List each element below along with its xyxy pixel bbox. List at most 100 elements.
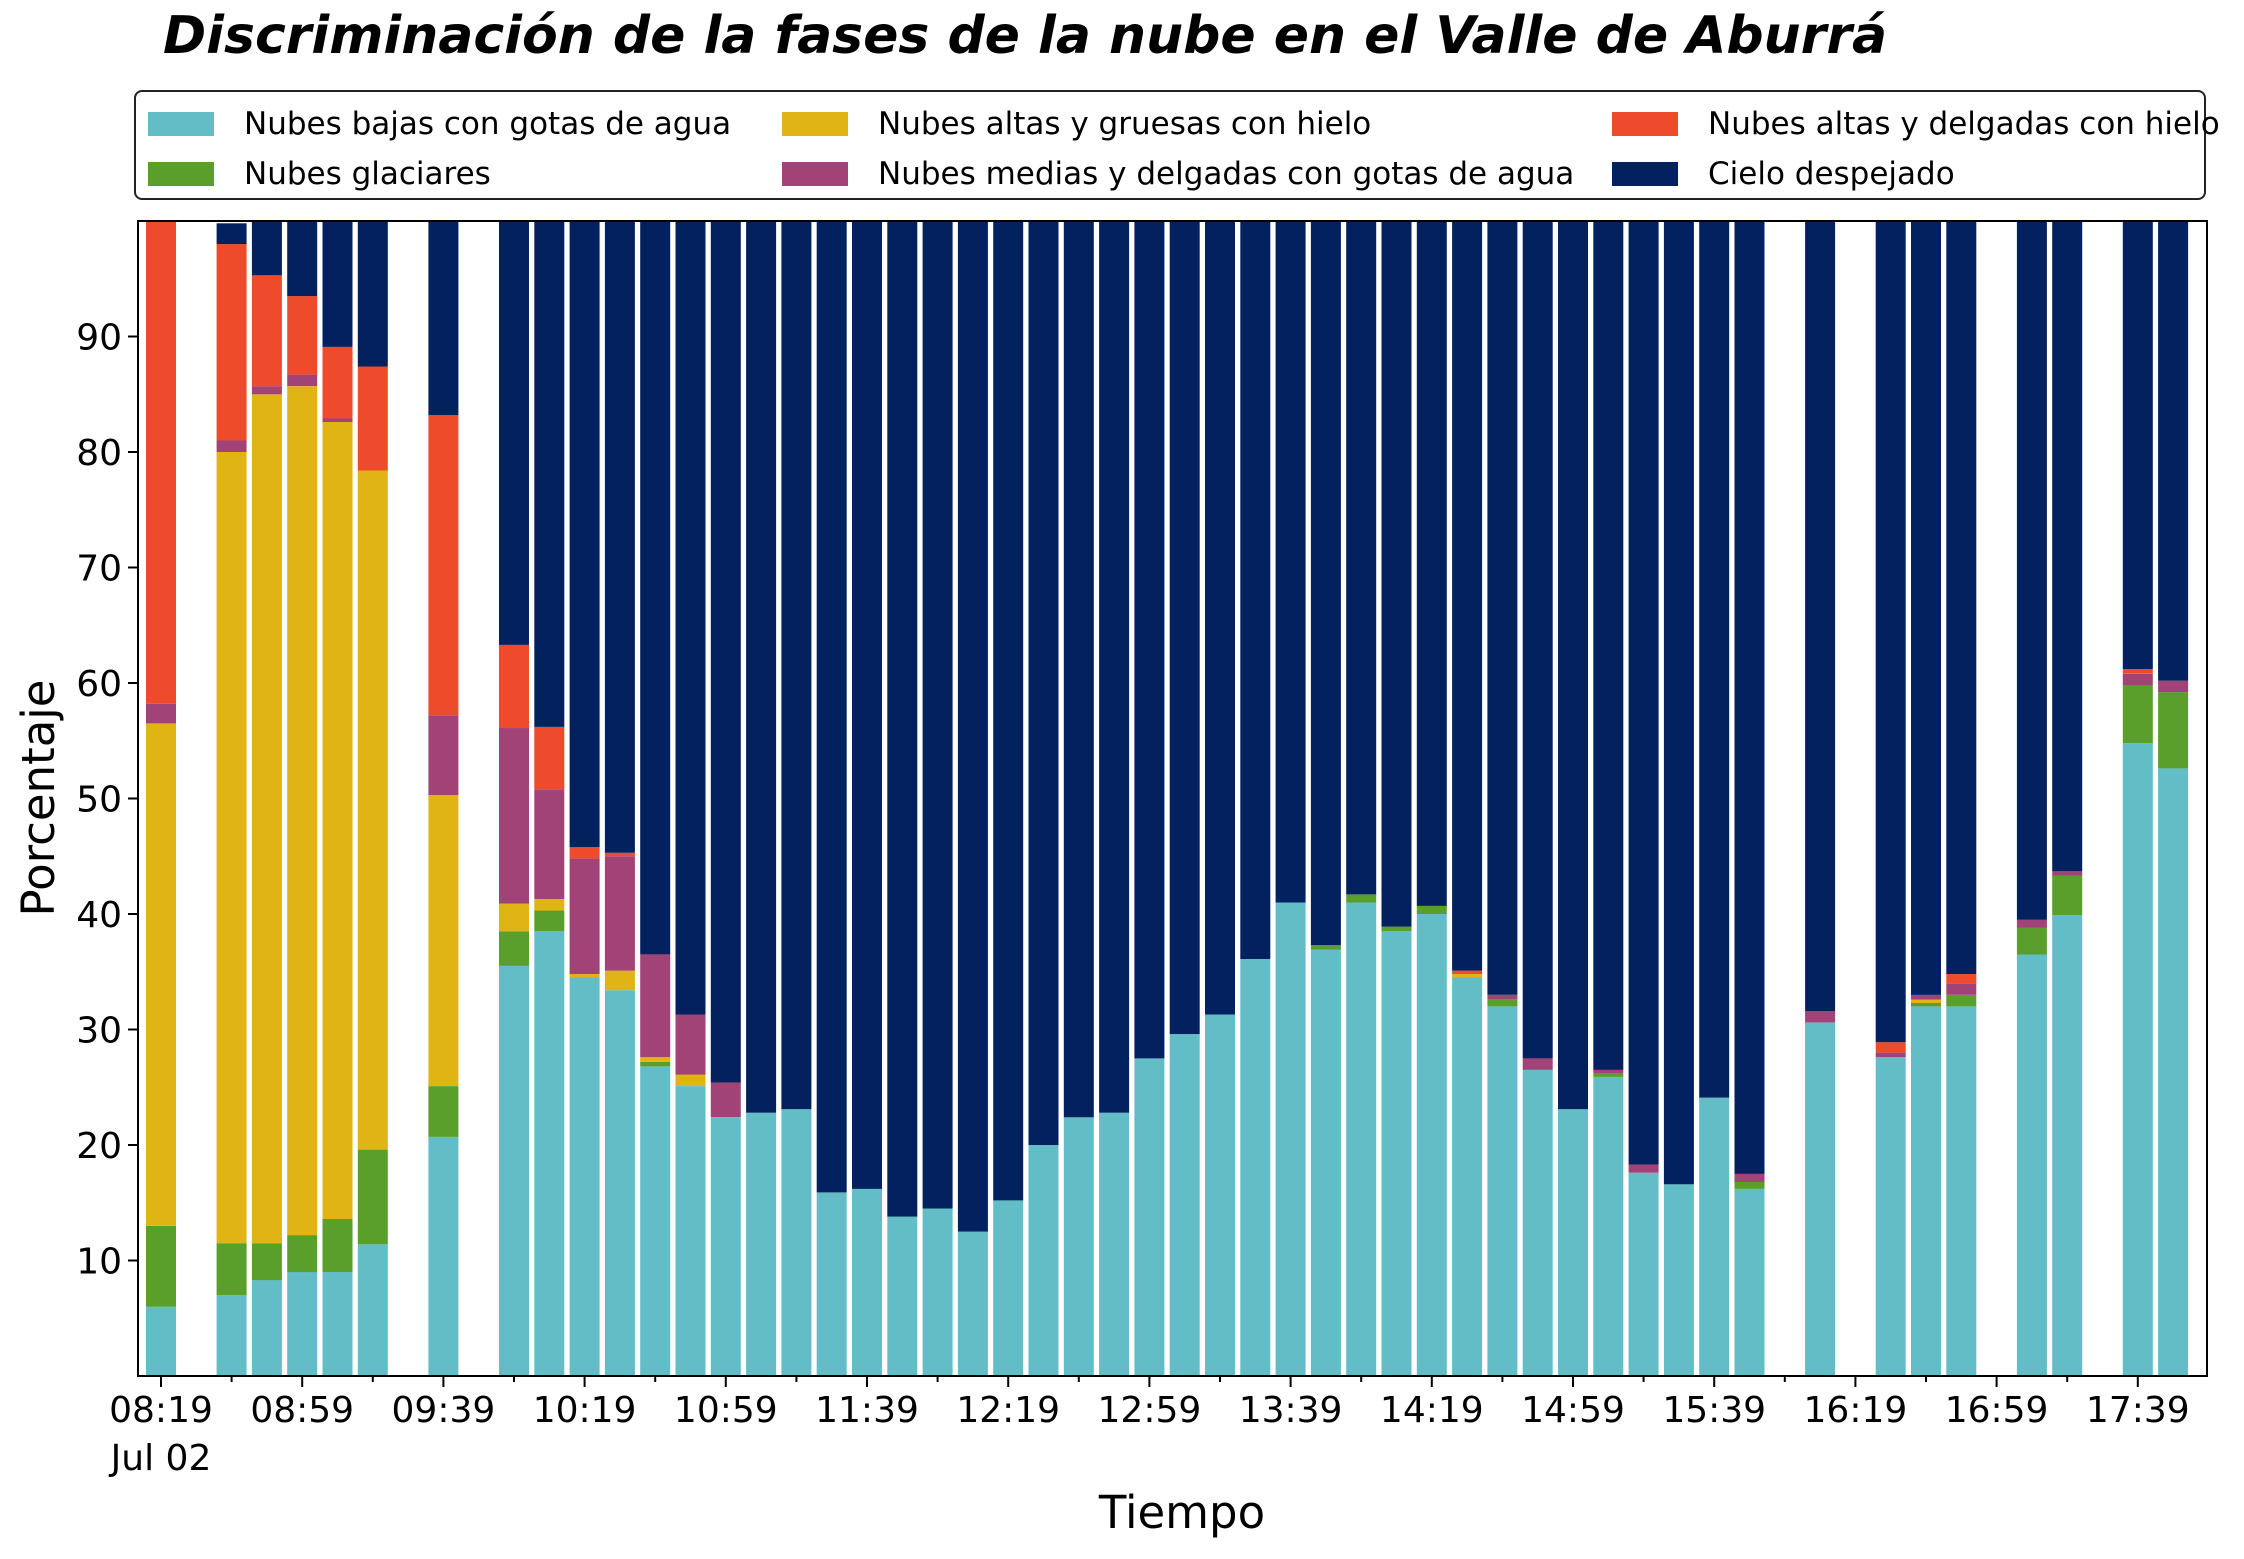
bar-segment (1028, 221, 1059, 1145)
bar-segment (816, 221, 847, 1193)
bar-segment (640, 1066, 671, 1376)
x-date-label: Jul 02 (109, 1438, 212, 1479)
y-tick-label: 10 (76, 1242, 122, 1283)
x-tick-label: 09:39 (392, 1390, 496, 1431)
legend: Nubes bajas con gotas de agua Nubes glaci… (134, 90, 2220, 200)
x-tick-label: 16:59 (1945, 1390, 2049, 1431)
bar-segment (1452, 221, 1483, 971)
x-tick-label: 13:39 (1239, 1390, 1343, 1431)
bar-segment (2052, 871, 2083, 876)
bar-segment (357, 1149, 388, 1245)
bar-segment (922, 221, 953, 1209)
x-tick-label: 12:19 (956, 1390, 1060, 1431)
x-tick-label: 14:59 (1521, 1390, 1625, 1431)
bar-segment (1310, 945, 1341, 950)
bar-segment (216, 223, 247, 245)
bar-segment (1487, 1006, 1518, 1376)
legend-label: Nubes altas y delgadas con hielo (1708, 106, 2220, 142)
bar-segment (251, 275, 282, 387)
bar-segment (322, 1218, 353, 1272)
bar-segment (251, 1280, 282, 1376)
bar-segment (1699, 221, 1730, 1098)
axes-layer: 10 20 30 40 50 60 70 80 90 08:19 08:59 09:39 10:19 10… (76, 318, 2189, 1480)
legend-swatch (148, 112, 214, 136)
bar-segment (922, 1208, 953, 1376)
x-tick-label: 10:59 (674, 1390, 778, 1431)
legend-label: Nubes bajas con gotas de agua (244, 106, 732, 142)
bar-segment (499, 903, 529, 932)
bar-segment (2122, 673, 2153, 686)
legend-label: Cielo despejado (1708, 156, 1955, 192)
bar-segment (1416, 905, 1447, 914)
bar-segment (604, 990, 635, 1376)
bar-segment (428, 715, 459, 795)
bar-segment (1346, 902, 1377, 1376)
bar-segment (640, 1057, 671, 1062)
bar-segment (1699, 1097, 1730, 1376)
y-tick-label: 80 (76, 433, 122, 474)
bar-segment (1805, 221, 1836, 1011)
bar-segment (1310, 221, 1341, 946)
bar-segment (1805, 1011, 1836, 1023)
bar-segment (499, 644, 529, 729)
bar-segment (781, 1109, 812, 1376)
bar-segment (1346, 221, 1377, 895)
bar-segment (1628, 1164, 1659, 1173)
bar-segment (499, 221, 529, 645)
bar-segment (1593, 221, 1624, 1070)
bar-segment (1946, 1006, 1977, 1376)
bar-segment (1522, 1069, 1553, 1376)
bar-segment (357, 221, 388, 367)
bar-segment (1946, 221, 1977, 975)
legend-item: Cielo despejado (1612, 154, 1955, 194)
legend-item: Nubes altas y delgadas con hielo (1612, 104, 2220, 144)
bar-segment (1487, 994, 1518, 1000)
bar-segment (499, 931, 529, 966)
legend-item: Nubes bajas con gotas de agua (148, 104, 731, 144)
bar-segment (357, 470, 388, 1150)
bar-segment (1522, 1058, 1553, 1070)
bar-segment (852, 221, 882, 1189)
bars-layer (146, 221, 2189, 1376)
bar-segment (1628, 1172, 1659, 1376)
bar-segment (2016, 954, 2047, 1376)
x-tick-label: 15:39 (1662, 1390, 1766, 1431)
bar-segment (428, 1086, 459, 1137)
bar-segment (1875, 1042, 1906, 1053)
bar-segment (1663, 221, 1694, 1185)
bar-segment (1593, 1069, 1624, 1074)
legend-swatch (1612, 162, 1678, 186)
bar-segment (957, 221, 988, 1232)
y-tick-label: 70 (76, 549, 122, 590)
bar-segment (781, 221, 812, 1110)
bar-segment (2122, 221, 2153, 670)
bar-segment (710, 1082, 741, 1118)
bar-segment (2052, 875, 2083, 916)
bar-segment (287, 1235, 318, 1273)
bar-segment (1240, 221, 1271, 959)
bar-segment (251, 1243, 282, 1281)
bar-segment (2158, 768, 2189, 1376)
bar-segment (675, 1074, 706, 1086)
bar-segment (534, 910, 565, 932)
bar-segment (993, 221, 1024, 1201)
bar-segment (428, 795, 459, 1087)
bar-segment (216, 1243, 247, 1296)
y-tick-label: 90 (76, 318, 122, 359)
bar-segment (1134, 1058, 1165, 1376)
bar-segment (534, 221, 565, 727)
bar-segment (1381, 926, 1412, 932)
bar-segment (640, 221, 671, 955)
bar-segment (604, 852, 635, 857)
y-tick-label: 40 (76, 895, 122, 936)
bar-segment (569, 858, 600, 975)
bar-segment (322, 422, 353, 1219)
bar-segment (287, 221, 318, 297)
legend-swatch (782, 112, 848, 136)
bar-segment (1875, 1052, 1906, 1058)
bar-segment (675, 1086, 706, 1376)
bar-segment (1734, 1188, 1765, 1376)
bar-segment (216, 244, 247, 441)
bar-segment (251, 394, 282, 1244)
